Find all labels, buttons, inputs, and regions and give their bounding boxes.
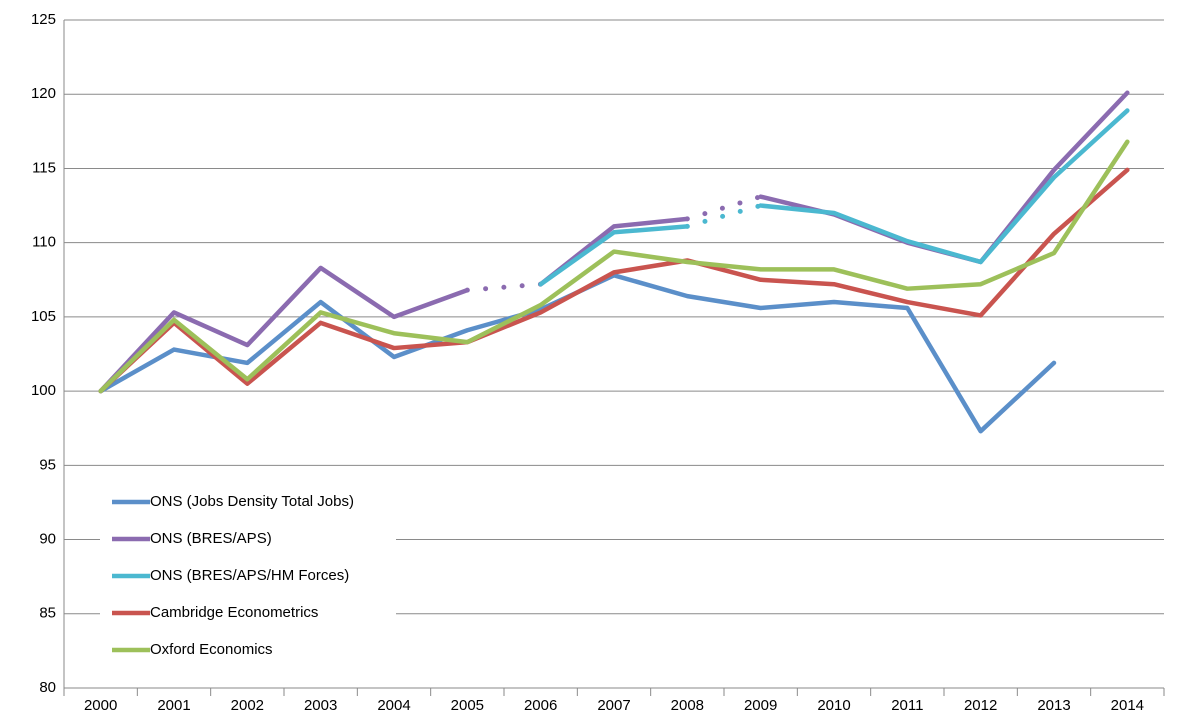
y-tick-label: 95 (39, 456, 56, 473)
y-tick-label: 100 (31, 382, 56, 399)
x-tick-label: 2004 (377, 697, 410, 714)
x-tick-label: 2009 (744, 697, 777, 714)
series-line (758, 90, 1130, 265)
legend-label: Oxford Economics (150, 641, 273, 658)
x-tick-label: 2012 (964, 697, 997, 714)
x-tick-label: 2000 (84, 697, 117, 714)
x-tick-label: 2002 (231, 697, 264, 714)
legend-label: ONS (BRES/APS) (150, 530, 272, 547)
series-line-dotted (684, 194, 764, 222)
series-line (98, 265, 470, 394)
x-tick-label: 2008 (671, 697, 704, 714)
legend-label: ONS (Jobs Density Total Jobs) (150, 493, 354, 510)
y-tick-label: 90 (39, 531, 56, 548)
series-line-dotted (684, 203, 764, 229)
series-line (758, 108, 1130, 265)
x-tick-label: 2006 (524, 697, 557, 714)
x-tick-label: 2013 (1037, 697, 1070, 714)
x-tick-label: 2003 (304, 697, 337, 714)
legend-label: Cambridge Econometrics (150, 604, 318, 621)
x-tick-label: 2007 (597, 697, 630, 714)
series-line (538, 224, 690, 287)
series-line (98, 273, 1057, 434)
y-tick-label: 110 (32, 234, 56, 251)
y-tick-label: 85 (39, 605, 56, 622)
series-line (98, 139, 1130, 394)
series-line-dotted (464, 281, 544, 293)
y-tick-label: 115 (32, 159, 56, 176)
y-tick-label: 80 (39, 679, 56, 696)
y-tick-label: 105 (31, 308, 56, 325)
x-tick-label: 2014 (1111, 697, 1144, 714)
x-tick-label: 2010 (817, 697, 850, 714)
x-tick-label: 2005 (451, 697, 484, 714)
series-line (98, 167, 1130, 394)
x-tick-label: 2001 (157, 697, 190, 714)
x-tick-label: 2011 (891, 697, 923, 714)
legend-label: ONS (BRES/APS/HM Forces) (150, 567, 349, 584)
y-tick-label: 125 (31, 11, 56, 28)
y-tick-label: 120 (31, 85, 56, 102)
